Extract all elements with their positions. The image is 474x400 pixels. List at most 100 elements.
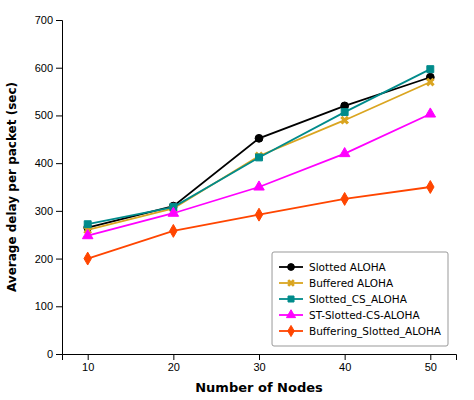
point: [82, 230, 93, 239]
tick: 10: [82, 354, 94, 373]
legend-marker-group: [288, 296, 294, 302]
chart: 10203040500100200300400500600700Slotted …: [0, 0, 474, 400]
tick-label: 600: [35, 62, 53, 74]
tick: 600: [35, 62, 62, 74]
legend-marker: [285, 277, 296, 288]
legend-marker-group: [288, 264, 295, 271]
tick-label: 500: [35, 109, 53, 121]
tick-mark: [259, 354, 260, 360]
point-group: [84, 252, 91, 265]
x-axis-title: Number of Nodes: [195, 380, 323, 395]
series-line: [88, 114, 431, 236]
point-group: [84, 221, 91, 228]
legend-marker: [288, 296, 294, 302]
series-line: [88, 187, 431, 259]
point-group: [254, 181, 265, 190]
legend-label: Buffered ALOHA: [309, 277, 394, 289]
marks: [81, 66, 437, 265]
series-line: [88, 77, 431, 227]
legend-label: ST-Slotted-CS-ALOHA: [309, 309, 420, 321]
legend-item: Slotted ALOHA: [279, 261, 387, 273]
point: [170, 224, 177, 237]
legend-label: Slotted_CS_ALOHA: [309, 293, 408, 306]
tick: 20: [168, 354, 180, 373]
axis-line: [56, 21, 63, 355]
tick-label: 40: [339, 361, 351, 373]
tick-mark: [56, 259, 62, 260]
point-group: [170, 224, 177, 237]
plot: 10203040500100200300400500600700Slotted …: [35, 14, 457, 373]
tick-mark: [88, 354, 89, 360]
legend-marker-group: [285, 277, 296, 288]
tick: 0: [47, 348, 62, 360]
point-group: [427, 66, 434, 73]
point: [341, 192, 348, 205]
tick-mark: [56, 68, 62, 69]
point-group: [256, 154, 263, 161]
point: [256, 154, 263, 161]
series-line: [88, 69, 431, 224]
point-group: [425, 108, 436, 117]
tick-label: 700: [35, 14, 53, 26]
tick-label: 0: [47, 348, 53, 360]
point: [427, 181, 434, 194]
y-axis-title: Average delay per packet (sec): [5, 82, 19, 292]
point-group: [255, 208, 262, 221]
tick-label: 300: [35, 205, 53, 217]
legend-marker-group: [286, 310, 295, 318]
legend-label: Slotted ALOHA: [309, 261, 387, 273]
tick-label: 50: [425, 361, 437, 373]
tick: 400: [35, 157, 62, 169]
point-group: [168, 207, 179, 216]
point: [168, 207, 179, 216]
tick-mark: [173, 354, 174, 360]
point-group: [255, 134, 263, 142]
axis-line: [63, 355, 457, 361]
tick: 100: [35, 300, 62, 312]
legend-label: Buffering_Slotted_ALOHA: [309, 325, 442, 338]
tick: 700: [35, 14, 62, 26]
legend-box: [272, 252, 448, 346]
tick-mark: [56, 354, 62, 355]
point: [425, 108, 436, 117]
tick-mark: [345, 354, 346, 360]
point: [424, 75, 437, 88]
point: [84, 252, 91, 265]
tick-label: 400: [35, 157, 53, 169]
tick: 200: [35, 253, 62, 265]
point: [255, 134, 263, 142]
point-group: [341, 192, 348, 205]
legend-marker-group: [288, 325, 294, 336]
series-line: [88, 82, 431, 230]
legend-marker: [286, 310, 295, 318]
tick-mark: [56, 163, 62, 164]
point: [84, 221, 91, 228]
legend-item: Buffered ALOHA: [279, 277, 394, 289]
tick-mark: [56, 115, 62, 116]
tick: 50: [425, 354, 437, 373]
point-group: [339, 148, 350, 157]
point: [254, 181, 265, 190]
tick: 500: [35, 109, 62, 121]
legend-marker: [288, 264, 295, 271]
legend: Slotted ALOHA Buffered ALOHA Slotted_CS_AL…: [272, 252, 448, 346]
tick-mark: [56, 306, 62, 307]
point: [255, 208, 262, 221]
point-group: [424, 75, 437, 88]
tick-label: 20: [168, 361, 180, 373]
tick-mark: [56, 20, 62, 21]
legend-items: Slotted ALOHA Buffered ALOHA Slotted_CS_AL…: [279, 261, 442, 338]
tick-label: 100: [35, 300, 53, 312]
tick: 300: [35, 205, 62, 217]
point: [427, 66, 434, 73]
point-group: [82, 230, 93, 239]
tick-label: 10: [82, 361, 94, 373]
x-axis: 10 20 30 40 50: [63, 354, 457, 373]
tick-label: 30: [253, 361, 265, 373]
y-axis: 0 100 200 300 400 500 600 700: [35, 14, 63, 360]
tick-mark: [56, 211, 62, 212]
tick-mark: [430, 354, 431, 360]
legend-item: ST-Slotted-CS-ALOHA: [279, 309, 420, 321]
tick: 40: [339, 354, 351, 373]
legend-marker: [288, 325, 294, 336]
